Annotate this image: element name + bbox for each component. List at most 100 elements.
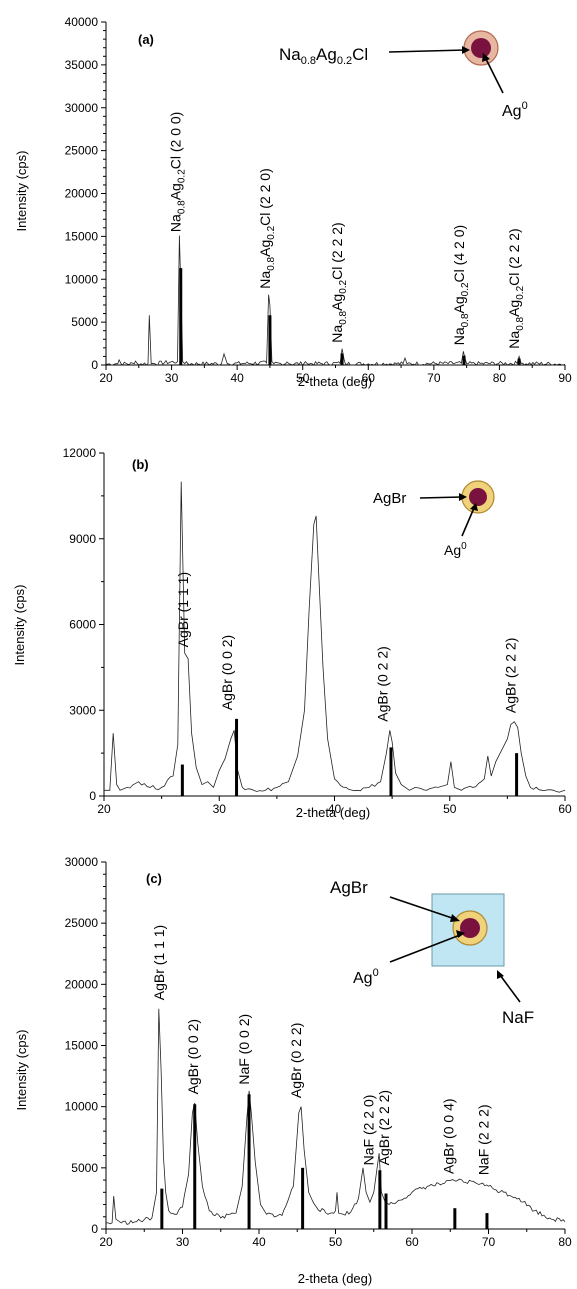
chart-c-x-tick-label: 80 [558, 1235, 572, 1249]
chart-a-x-tick-label: 50 [296, 371, 310, 385]
chart-b-x-tick-label: 20 [97, 802, 111, 816]
chart-c-peak-label: AgBr (2 2 2) [376, 1090, 392, 1165]
chart-c-peak-label: AgBr (0 0 2) [185, 1019, 201, 1094]
chart-a-x-tick-label: 60 [362, 371, 376, 385]
chart-a-inset-shell-arrowhead [462, 46, 470, 54]
chart-c-inset-shell-label: AgBr [330, 878, 368, 897]
chart-c-inset-shell-arrow [389, 896, 456, 920]
chart-c-y-tick-label: 20000 [65, 977, 99, 991]
chart-b-panel-label: (b) [132, 457, 149, 472]
chart-c-x-tick-label: 60 [405, 1235, 419, 1249]
chart-b-x-tick-label: 50 [443, 802, 457, 816]
chart-c-inset-core-arrow [389, 934, 461, 963]
chart-b-peak-label: AgBr (2 2 2) [502, 638, 518, 713]
chart-a-y-tick-label: 10000 [65, 272, 99, 286]
chart-c-y-axis-title: Intensity (cps) [14, 1030, 29, 1111]
chart-c-y-tick-label: 0 [91, 1222, 98, 1236]
chart-c-panel-label: (c) [146, 871, 162, 886]
chart-c-y-tick-label: 10000 [65, 1100, 99, 1114]
chart-a-inset-shell-label: Na0.8Ag0.2Cl [279, 45, 368, 67]
chart-b-inset-shell-arrow [419, 496, 463, 499]
chart-c-inset-core-label: Ag0 [353, 967, 379, 987]
chart-b-axes: 0 3000 6000 9000 12000 20 30 40 50 60 [63, 446, 572, 816]
chart-b-x-tick-label: 30 [213, 802, 227, 816]
chart-b-peak-label: AgBr (0 2 2) [375, 646, 391, 721]
chart-c-x-axis-title: 2-theta (deg) [298, 1271, 372, 1286]
chart-a-peak-label: Na0.8Ag0.2Cl (2 2 2) [329, 222, 349, 342]
chart-c-inset: AgBr Ag0 NaF [330, 878, 534, 1027]
chart-b-y-tick-label: 3000 [69, 703, 96, 717]
chart-b-inset-core-label: Ag0 [444, 541, 467, 558]
chart-a-peak-label: Na0.8Ag0.2Cl (2 2 0) [257, 168, 277, 288]
chart-a-y-tick-label: 35000 [65, 58, 99, 72]
chart-a-x-tick-label: 40 [230, 371, 244, 385]
chart-a-y-tick-label: 25000 [65, 144, 99, 158]
chart-panel-a: 0 5000 10000 15000 20000 25000 30000 35000 40000… [14, 15, 572, 389]
chart-c-x-tick-label: 20 [99, 1235, 113, 1249]
chart-c-peak-label: NaF (2 2 0) [361, 1095, 377, 1166]
chart-b-peak-label: AgBr (1 1 1) [175, 572, 191, 647]
chart-c-y-tick-label: 30000 [65, 855, 99, 869]
chart-a-x-tick-label: 90 [558, 371, 572, 385]
chart-b-inset-shell-label: AgBr [373, 490, 406, 507]
chart-a-y-tick-label: 0 [91, 358, 98, 372]
chart-c-y-tick-label: 5000 [71, 1161, 98, 1175]
chart-a-y-tick-label: 40000 [65, 15, 99, 29]
chart-a-x-tick-label: 80 [493, 371, 507, 385]
chart-a-inset-core-arrowhead [482, 53, 490, 62]
chart-b-y-tick-label: 0 [89, 789, 96, 803]
chart-a-peak-label: Na0.8Ag0.2Cl (4 2 0) [451, 225, 471, 345]
chart-b-y-tick-label: 9000 [69, 532, 96, 546]
chart-a-inset: Na0.8Ag0.2Cl Ag0 [279, 30, 528, 120]
chart-b-y-axis-title: Intensity (cps) [12, 585, 27, 666]
chart-c-peak-label: NaF (0 0 2) [236, 1014, 252, 1085]
chart-c-inset-matrix-label: NaF [502, 1008, 534, 1027]
chart-c-plot: AgBr (1 1 1) AgBr (0 0 2) NaF (0 0 2) AgBr … [105, 925, 566, 1229]
chart-c-inset-matrix-arrowhead [497, 970, 504, 979]
chart-b-inset-core-arrowhead [470, 503, 478, 511]
chart-c-y-tick-label: 15000 [65, 1039, 99, 1053]
chart-b-inset-core [469, 488, 487, 506]
chart-c-peak-label: AgBr (0 0 4) [440, 1098, 456, 1173]
chart-c-inset-core-arrowhead [456, 930, 465, 938]
chart-a-y-tick-label: 20000 [65, 187, 99, 201]
chart-b-plot: AgBr (1 1 1) AgBr (0 0 2) AgBr (0 2 2) AgBr… [104, 481, 566, 796]
chart-c-x-tick-label: 70 [482, 1235, 496, 1249]
chart-b-y-tick-label: 6000 [69, 618, 96, 632]
chart-a-y-tick-label: 15000 [65, 229, 99, 243]
chart-a-y-tick-label: 5000 [71, 315, 98, 329]
chart-b-x-axis-title: 2-theta (deg) [296, 805, 370, 820]
chart-panel-c: 0 5000 10000 15000 20000 25000 30000 20 30 40 50 60… [14, 855, 572, 1286]
chart-c-x-tick-label: 50 [329, 1235, 343, 1249]
chart-a-plot: Na0.8Ag0.2Cl (2 0 0) Na0.8Ag0.2Cl (2 2 0)… [106, 112, 566, 366]
chart-a-peak-label: Na0.8Ag0.2Cl (2 0 0) [168, 112, 188, 232]
chart-a-axes: 0 5000 10000 15000 20000 25000 30000 35000 40000… [65, 15, 572, 385]
chart-a-panel-label: (a) [138, 32, 154, 47]
chart-a-x-axis-title: 2-theta (deg) [298, 374, 372, 389]
chart-a-x-tick-label: 70 [427, 371, 441, 385]
chart-c-x-tick-label: 30 [176, 1235, 190, 1249]
chart-c-inset-core [460, 918, 480, 938]
chart-c-inset-matrix-arrow [499, 974, 521, 1003]
chart-a-y-tick-label: 30000 [65, 101, 99, 115]
chart-a-x-tick-label: 20 [99, 371, 113, 385]
chart-c-inset-shell-arrowhead [450, 914, 460, 922]
chart-a-peak-label: Na0.8Ag0.2Cl (2 2 2) [506, 228, 526, 348]
chart-a-inset-core-arrow [484, 56, 504, 94]
chart-a-y-axis-title: Intensity (cps) [14, 151, 29, 232]
chart-c-peak-label: AgBr (0 2 2) [288, 1023, 304, 1098]
chart-c-axes: 0 5000 10000 15000 20000 25000 30000 20 30 40 50 60… [65, 855, 572, 1249]
chart-c-y-tick-label: 25000 [65, 916, 99, 930]
chart-b-peak-label: AgBr (0 0 2) [219, 635, 235, 710]
chart-b-inset-shell-arrowhead [459, 493, 467, 501]
chart-c-peak-label: NaF (2 2 2) [476, 1104, 492, 1175]
chart-panel-b: 0 3000 6000 9000 12000 20 30 40 50 60 AgBr (1 1 1… [12, 446, 572, 820]
chart-c-peak-label: AgBr (1 1 1) [151, 925, 167, 1000]
chart-a-inset-core [471, 38, 491, 58]
chart-b-inset-core-arrow [461, 507, 475, 537]
chart-b-y-tick-label: 12000 [63, 446, 97, 460]
chart-a-x-tick-label: 30 [165, 371, 179, 385]
chart-b-x-tick-label: 40 [328, 802, 342, 816]
chart-c-pattern-line [105, 1008, 566, 1225]
